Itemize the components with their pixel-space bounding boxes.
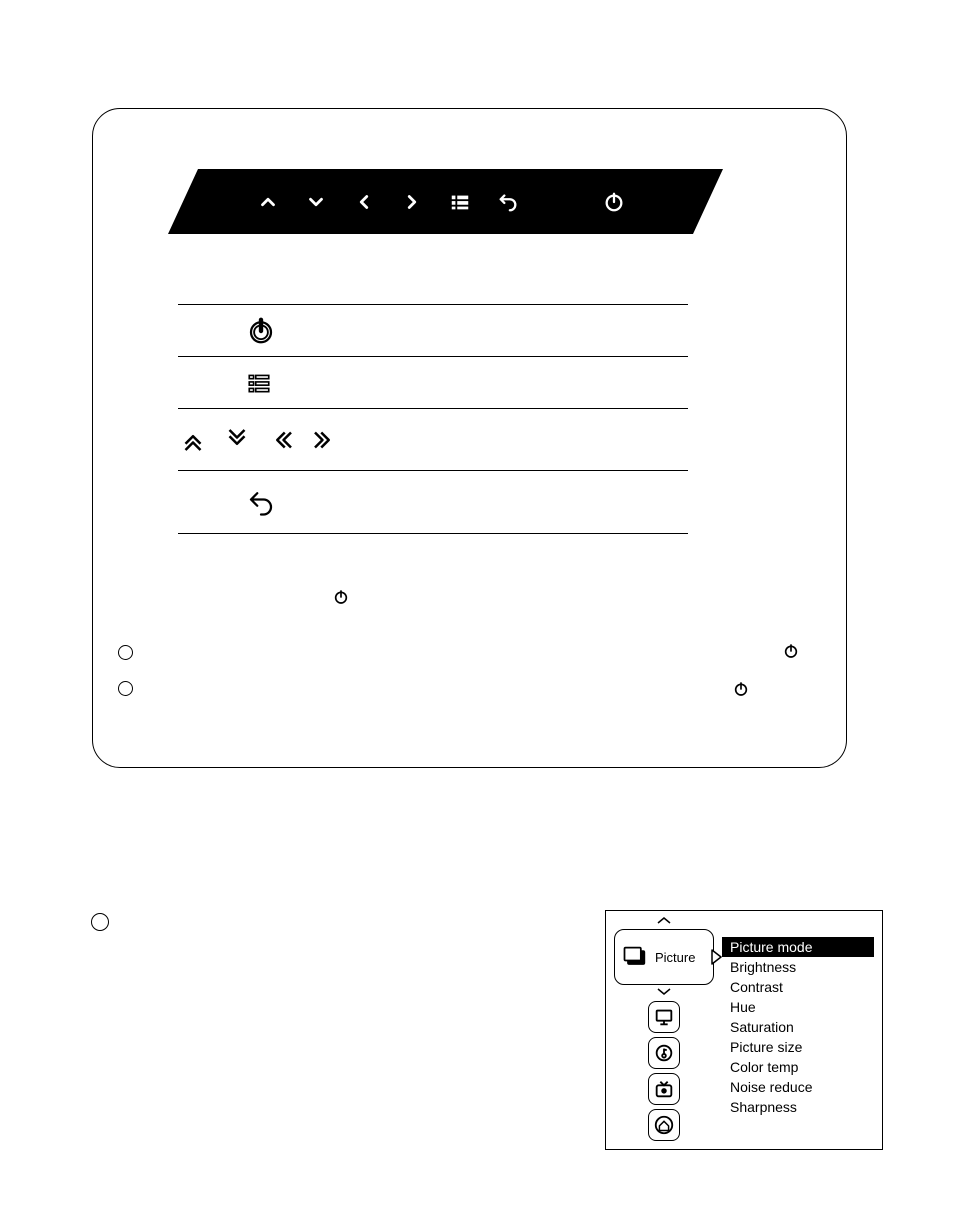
osd-item[interactable]: Hue — [722, 997, 874, 1017]
power-icon[interactable] — [599, 191, 629, 213]
osd-item-list: Picture mode Brightness Contrast Hue Sat… — [722, 937, 874, 1141]
up-icon[interactable] — [253, 191, 283, 213]
osd-item[interactable]: Noise reduce — [722, 1077, 874, 1097]
inline-power-icon — [333, 589, 349, 605]
osd-cat-sound-icon[interactable] — [648, 1037, 680, 1069]
osd-scroll-down-icon[interactable] — [656, 987, 672, 997]
osd-scroll-up-icon[interactable] — [656, 915, 672, 925]
row-arrows — [178, 408, 688, 470]
osd-item[interactable]: Picture mode — [722, 937, 874, 957]
bullet-1 — [118, 645, 133, 660]
osd-item[interactable]: Brightness — [722, 957, 874, 977]
osd-cat-tv-icon[interactable] — [648, 1073, 680, 1105]
row-back — [178, 470, 688, 534]
osd-item[interactable]: Color temp — [722, 1057, 874, 1077]
side-power-2 — [733, 681, 749, 697]
osd-item[interactable]: Sharpness — [722, 1097, 874, 1117]
bullet-2 — [118, 681, 133, 696]
row-power — [178, 304, 688, 356]
outer-bullet — [91, 913, 109, 931]
osd-cat-setup-icon[interactable] — [648, 1109, 680, 1141]
button-bar — [168, 169, 723, 234]
menu-icon[interactable] — [445, 191, 475, 213]
right-icon[interactable] — [397, 191, 427, 213]
control-panel — [92, 108, 847, 768]
osd-menu: Picture Picture mode Brightness Contrast… — [605, 910, 883, 1150]
side-power-1 — [783, 643, 799, 659]
osd-cat-pc-icon[interactable] — [648, 1001, 680, 1033]
osd-category-column: Picture — [614, 919, 714, 1141]
osd-item[interactable]: Contrast — [722, 977, 874, 997]
osd-active-category[interactable]: Picture — [614, 929, 714, 985]
description-table — [178, 304, 688, 534]
down-icon[interactable] — [301, 191, 331, 213]
osd-item[interactable]: Picture size — [722, 1037, 874, 1057]
osd-category-label: Picture — [655, 950, 695, 965]
osd-item[interactable]: Saturation — [722, 1017, 874, 1037]
back-icon[interactable] — [493, 191, 523, 213]
left-icon[interactable] — [349, 191, 379, 213]
row-menu — [178, 356, 688, 408]
